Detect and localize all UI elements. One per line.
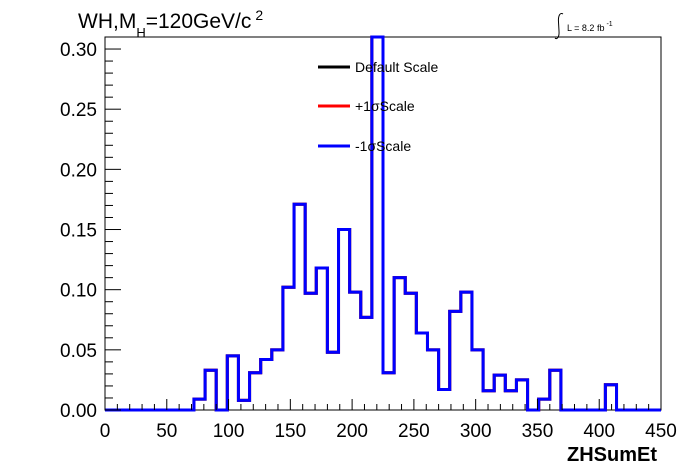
legend-label-plus: +1σScale xyxy=(355,98,415,114)
legend-entry-plus: +1σScale xyxy=(318,98,415,114)
chart-title: WH,MH=120GeV/c 2 xyxy=(78,7,263,40)
integral-sign-icon xyxy=(554,13,564,40)
x-tick-label: 300 xyxy=(460,421,492,442)
x-tick-label: 450 xyxy=(645,421,677,442)
x-tick-label: 250 xyxy=(398,421,430,442)
title-rest: =120GeV/c xyxy=(146,10,252,33)
lumi-text: L = 8.2 fb xyxy=(567,23,604,33)
x-tick-label: 50 xyxy=(156,421,177,442)
histogram-series-2 xyxy=(105,35,661,412)
x-tick-label: 0 xyxy=(100,421,111,442)
luminosity-label: L = 8.2 fb -1 xyxy=(554,13,613,40)
y-tick-label: 0.20 xyxy=(60,160,97,181)
y-tick-label: 0.00 xyxy=(60,401,97,422)
x-tick-label: 400 xyxy=(583,421,615,442)
legend-label-default: Default Scale xyxy=(355,59,438,75)
x-tick-label: 100 xyxy=(213,421,245,442)
legend-label-minus: -1σScale xyxy=(355,138,411,154)
x-tick-label: 150 xyxy=(274,421,306,442)
y-tick-label: 0.10 xyxy=(60,281,97,302)
y-tick-label: 0.15 xyxy=(60,221,97,242)
legend: Default Scale +1σScale -1σScale xyxy=(318,59,438,154)
legend-entry-default: Default Scale xyxy=(318,59,438,75)
title-superscript: 2 xyxy=(255,7,263,23)
axis-ticks: 0 50 100 150 200 250 300 350 400 450 0.00 0.05 0.10 0… xyxy=(60,40,677,442)
y-tick-label: 0.05 xyxy=(60,341,97,362)
y-tick-label: 0.30 xyxy=(60,40,97,61)
x-tick-label: 350 xyxy=(522,421,554,442)
x-axis-label: ZHSumEt xyxy=(567,444,657,466)
title-main: WH,M xyxy=(78,10,136,33)
y-tick-label: 0.25 xyxy=(60,100,97,121)
svg-text:L = 8.2 fb-1: L = 8.2 fb -1 xyxy=(567,21,613,33)
x-tick-label: 200 xyxy=(336,421,368,442)
histogram-layer xyxy=(105,35,661,412)
lumi-superscript: -1 xyxy=(606,21,612,28)
legend-entry-minus: -1σScale xyxy=(318,138,411,154)
title-subscript: H xyxy=(136,25,145,40)
